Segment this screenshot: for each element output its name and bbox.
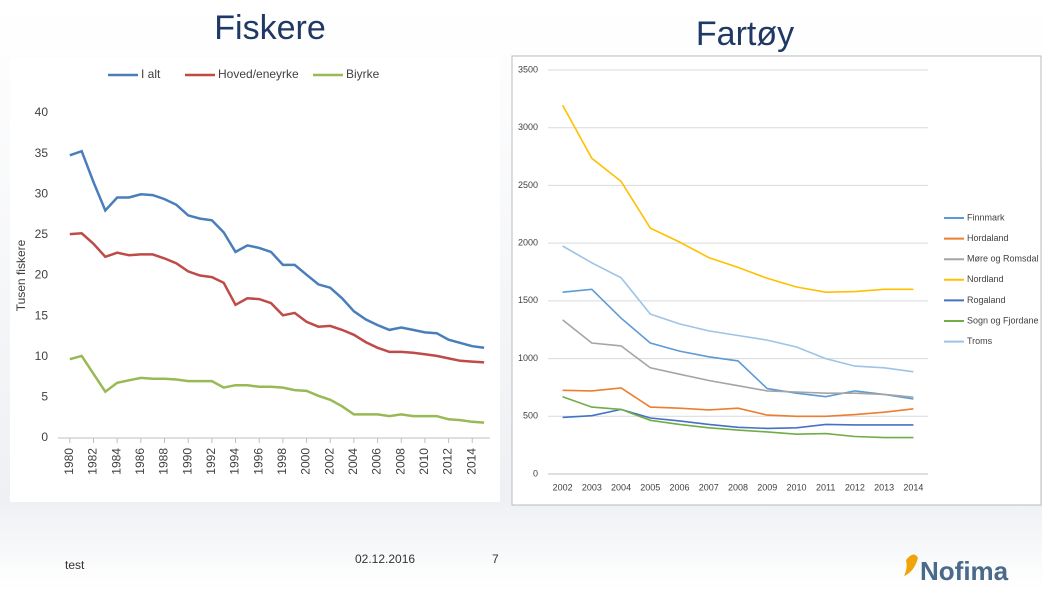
x-tick-label: 1998 <box>275 448 289 475</box>
x-tick-label: 2002 <box>322 448 336 475</box>
y-tick-label: 1000 <box>518 353 538 363</box>
line-series <box>562 245 914 373</box>
logo-icon <box>904 554 918 576</box>
x-tick-label: 2005 <box>640 482 660 492</box>
x-tick-label: 2010 <box>786 482 806 492</box>
x-tick-label: 2008 <box>728 482 748 492</box>
legend-label: Hordaland <box>967 233 1009 243</box>
y-tick-label: 20 <box>35 268 49 282</box>
x-tick-label: 1988 <box>157 448 171 475</box>
x-tick-label: 2010 <box>417 448 431 475</box>
y-tick-label: 25 <box>35 227 49 241</box>
footer-text: test <box>65 558 85 572</box>
left-panel <box>10 58 500 502</box>
line-series <box>69 354 485 424</box>
logo: Nofima <box>920 556 1009 586</box>
y-tick-label: 500 <box>523 411 538 421</box>
y-tick-label: 2500 <box>518 180 538 190</box>
x-tick-label: 1984 <box>109 448 123 475</box>
x-tick-label: 2003 <box>582 482 602 492</box>
x-tick-label: 2000 <box>299 448 313 475</box>
y-tick-label: 3500 <box>518 64 538 74</box>
y-tick-label: 35 <box>35 146 49 160</box>
x-tick-label: 1994 <box>228 448 242 475</box>
x-tick-label: 2014 <box>464 448 478 475</box>
x-tick-label: 2009 <box>757 482 777 492</box>
x-tick-label: 1980 <box>62 448 76 475</box>
page-number: 7 <box>492 552 499 566</box>
x-tick-label: 2002 <box>553 482 573 492</box>
y-tick-label: 10 <box>35 349 49 363</box>
line-series <box>562 395 914 439</box>
legend-label: Sogn og Fjordane <box>967 315 1039 325</box>
x-tick-label: 2004 <box>346 448 360 475</box>
legend-label: I alt <box>141 67 161 81</box>
legend-label: Troms <box>967 336 993 346</box>
legend-label: Nordland <box>967 274 1004 284</box>
x-tick-label: 2012 <box>441 448 455 475</box>
x-tick-label: 2014 <box>903 482 923 492</box>
y-axis-label: Tusen fiskere <box>14 239 28 311</box>
y-tick-label: 40 <box>35 105 49 119</box>
chart-title: Fiskere <box>214 9 325 47</box>
y-tick-label: 5 <box>41 390 48 404</box>
footer-date: 02.12.2016 <box>355 552 415 566</box>
y-tick-label: 30 <box>35 186 49 200</box>
x-tick-label: 2012 <box>845 482 865 492</box>
x-tick-label: 2007 <box>699 482 719 492</box>
legend-label: Hoved/eneyrke <box>218 67 299 81</box>
x-tick-label: 2006 <box>370 448 384 475</box>
x-tick-label: 1992 <box>204 448 218 475</box>
x-tick-label: 2004 <box>611 482 631 492</box>
x-tick-label: 1982 <box>86 448 100 475</box>
y-tick-label: 0 <box>41 430 48 444</box>
y-tick-label: 2000 <box>518 238 538 248</box>
y-tick-label: 1500 <box>518 295 538 305</box>
y-tick-label: 0 <box>533 468 538 478</box>
legend-label: Biyrke <box>346 67 380 81</box>
legend-label: Rogaland <box>967 295 1006 305</box>
line-series <box>69 149 485 350</box>
x-tick-label: 2011 <box>816 482 835 492</box>
x-tick-label: 1986 <box>133 448 147 475</box>
chart-title: Fartøy <box>696 15 794 53</box>
y-tick-label: 15 <box>35 308 49 322</box>
line-series <box>561 104 914 294</box>
legend-label: Møre og Romsdal <box>967 254 1039 264</box>
x-tick-label: 1996 <box>251 448 265 475</box>
line-series <box>69 232 485 364</box>
line-series <box>562 387 914 418</box>
y-tick-label: 3000 <box>518 122 538 132</box>
x-tick-label: 2006 <box>670 482 690 492</box>
line-series <box>562 319 914 398</box>
x-tick-label: 2008 <box>393 448 407 475</box>
x-tick-label: 1990 <box>180 448 194 475</box>
legend-label: Finnmark <box>967 212 1005 222</box>
x-tick-label: 2013 <box>874 482 894 492</box>
line-series <box>562 288 914 400</box>
